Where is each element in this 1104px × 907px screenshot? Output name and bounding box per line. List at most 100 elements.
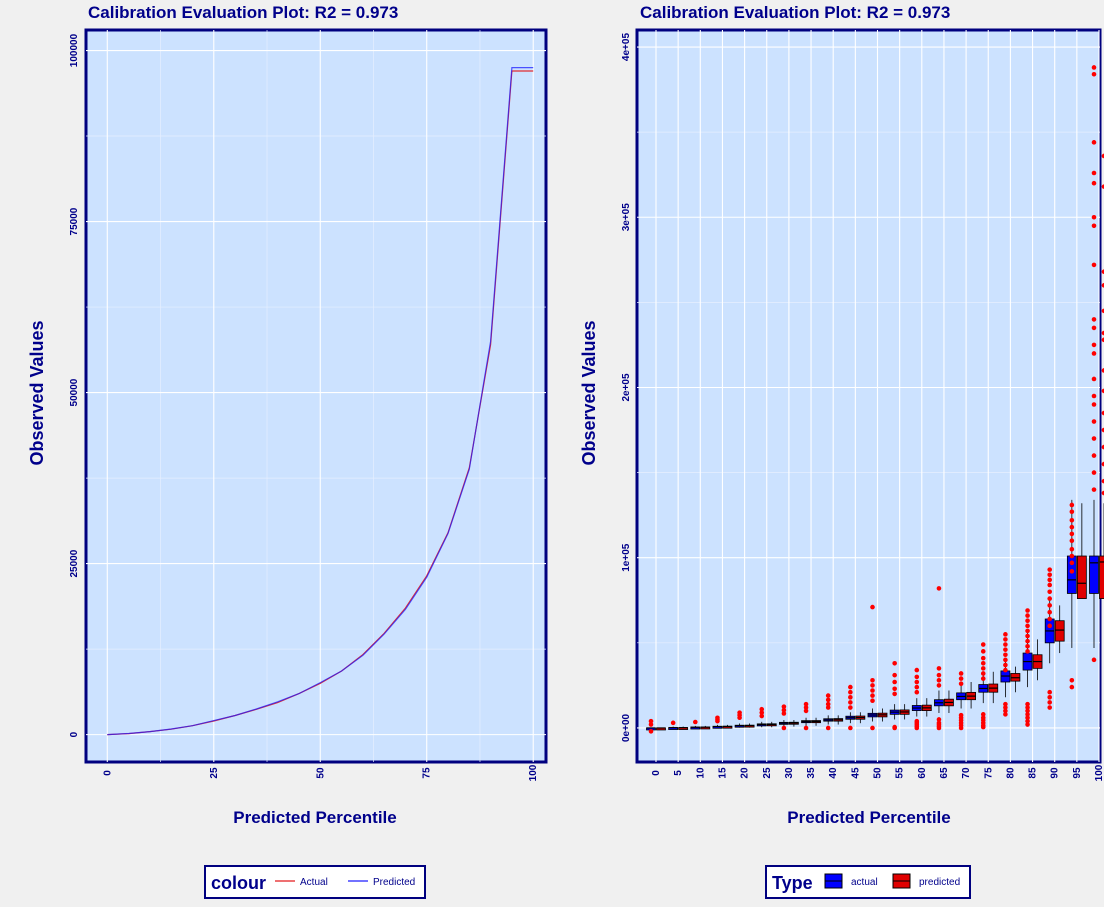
outlier-point-actual bbox=[671, 721, 676, 726]
outlier-point-actual bbox=[826, 693, 831, 698]
legend-label-actual-box: actual bbox=[851, 877, 878, 888]
outlier-point-actual bbox=[1070, 503, 1075, 508]
outlier-point-actual bbox=[848, 726, 853, 731]
outlier-point-actual bbox=[1070, 532, 1075, 537]
outlier-point-actual bbox=[848, 705, 853, 710]
outlier-point-actual bbox=[804, 709, 809, 714]
outlier-point-actual bbox=[1092, 223, 1097, 228]
outlier-point-actual bbox=[1092, 658, 1097, 663]
right-x-tick-label: 65 bbox=[939, 767, 950, 779]
outlier-point-actual bbox=[892, 661, 897, 666]
outlier-point-actual bbox=[981, 676, 986, 681]
outlier-point-actual bbox=[1092, 343, 1097, 348]
outlier-point-actual bbox=[981, 661, 986, 666]
outlier-point-actual bbox=[870, 683, 875, 688]
outlier-point-actual bbox=[915, 675, 920, 680]
outlier-point-actual bbox=[1092, 394, 1097, 399]
outlier-point-actual bbox=[1047, 610, 1052, 615]
outlier-point-actual bbox=[1025, 639, 1030, 644]
outlier-point-actual bbox=[1092, 72, 1097, 77]
outlier-point-actual bbox=[1092, 436, 1097, 441]
left-y-tick-label: 75000 bbox=[69, 207, 80, 235]
left-x-tick-label: 0 bbox=[102, 770, 113, 776]
right-x-tick-label: 75 bbox=[983, 767, 994, 779]
outlier-point-actual bbox=[1070, 525, 1075, 530]
outlier-point-actual bbox=[1025, 608, 1030, 613]
outlier-point-actual bbox=[1003, 652, 1008, 657]
outlier-point-actual bbox=[804, 726, 809, 731]
outlier-point-actual bbox=[1092, 215, 1097, 220]
outlier-point-actual bbox=[649, 729, 654, 734]
right-x-tick-label: 40 bbox=[828, 767, 839, 779]
outlier-point-actual bbox=[848, 700, 853, 705]
outlier-point-actual bbox=[1070, 518, 1075, 523]
box-actual bbox=[1090, 556, 1099, 593]
left-legend-title: colour bbox=[211, 873, 266, 893]
outlier-point-actual bbox=[1025, 624, 1030, 629]
right-x-tick-label: 85 bbox=[1028, 767, 1039, 779]
outlier-point-actual bbox=[848, 685, 853, 690]
outlier-point-actual bbox=[1047, 690, 1052, 695]
right-y-tick-label: 3e+05 bbox=[621, 203, 632, 232]
box-predicted bbox=[1077, 556, 1086, 599]
outlier-point-actual bbox=[959, 671, 964, 676]
outlier-point-actual bbox=[870, 726, 875, 731]
outlier-point-actual bbox=[1092, 419, 1097, 424]
left-y-tick-label: 25000 bbox=[69, 549, 80, 577]
outlier-point-actual bbox=[1047, 567, 1052, 572]
outlier-point-actual bbox=[1047, 705, 1052, 710]
right-x-axis-label: Predicted Percentile bbox=[787, 808, 950, 827]
right-x-tick-label: 5 bbox=[673, 770, 684, 776]
outlier-point-actual bbox=[1092, 487, 1097, 492]
box-predicted bbox=[1055, 621, 1064, 641]
right-legend-title: Type bbox=[772, 873, 813, 893]
right-x-tick-label: 10 bbox=[695, 767, 706, 779]
outlier-point-actual bbox=[693, 720, 698, 725]
outlier-point-actual bbox=[915, 690, 920, 695]
left-legend: colour Actual Predicted bbox=[205, 866, 425, 898]
outlier-point-actual bbox=[1025, 629, 1030, 634]
outlier-point-actual bbox=[981, 666, 986, 671]
outlier-point-actual bbox=[759, 714, 764, 719]
outlier-point-actual bbox=[892, 692, 897, 697]
outlier-point-actual bbox=[959, 676, 964, 681]
right-y-tick-label: 1e+05 bbox=[621, 543, 632, 572]
outlier-point-actual bbox=[937, 717, 942, 722]
right-x-tick-label: 55 bbox=[895, 767, 906, 779]
right-x-tick-label: 95 bbox=[1072, 767, 1083, 779]
right-x-tick-label: 0 bbox=[651, 770, 662, 776]
outlier-point-actual bbox=[1070, 538, 1075, 543]
outlier-point-actual bbox=[848, 695, 853, 700]
right-chart-title: Calibration Evaluation Plot: R2 = 0.973 bbox=[640, 3, 950, 22]
boxplot-predicted-0 bbox=[657, 728, 666, 730]
outlier-point-actual bbox=[915, 685, 920, 690]
outlier-point-actual bbox=[848, 690, 853, 695]
right-x-tick-label: 45 bbox=[850, 767, 861, 779]
outlier-point-actual bbox=[1092, 65, 1097, 70]
outlier-point-actual bbox=[1092, 171, 1097, 176]
right-x-tick-label: 100 bbox=[1094, 764, 1104, 781]
outlier-point-actual bbox=[1092, 181, 1097, 186]
right-x-tick-label: 60 bbox=[917, 767, 928, 779]
left-plot-panel bbox=[86, 30, 546, 762]
outlier-point-actual bbox=[1092, 140, 1097, 145]
outlier-point-actual bbox=[715, 719, 720, 724]
outlier-point-actual bbox=[1070, 561, 1075, 566]
right-x-tick-label: 90 bbox=[1050, 767, 1061, 779]
outlier-point-actual bbox=[1047, 578, 1052, 583]
left-x-axis-label: Predicted Percentile bbox=[233, 808, 396, 827]
right-x-tick-label: 25 bbox=[762, 767, 773, 779]
outlier-point-actual bbox=[1047, 596, 1052, 601]
outlier-point-actual bbox=[826, 705, 831, 710]
right-legend: Type actual predicted bbox=[766, 866, 970, 898]
outlier-point-actual bbox=[870, 688, 875, 693]
outlier-point-actual bbox=[1025, 618, 1030, 623]
right-y-tick-label: 0e+00 bbox=[621, 713, 632, 742]
outlier-point-actual bbox=[782, 711, 787, 716]
outlier-point-actual bbox=[1003, 632, 1008, 637]
outlier-point-actual bbox=[1092, 453, 1097, 458]
outlier-point-actual bbox=[1092, 351, 1097, 356]
outlier-point-actual bbox=[937, 678, 942, 683]
outlier-point-actual bbox=[1092, 263, 1097, 268]
